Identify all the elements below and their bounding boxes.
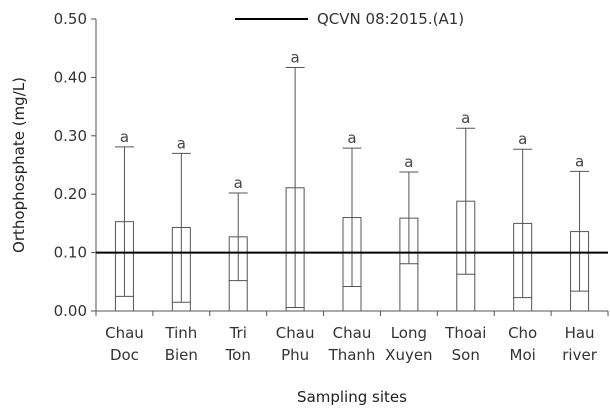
x-tick-label: Ton [225,346,251,364]
x-tick-label: Doc [110,346,139,364]
significance-letter: a [234,174,243,192]
x-tick-label: Bien [165,346,198,364]
significance-letter: a [177,134,186,152]
x-tick-label: Cho [508,324,537,342]
x-tick-label: river [562,346,597,364]
y-tick-label: 0.40 [54,68,87,86]
x-tick-label: Chau [105,324,144,342]
x-axis-title: Sampling sites [297,388,407,406]
significance-letter: a [120,128,129,146]
y-axis-title: Orthophosphate (mg/L) [10,77,28,253]
significance-letter: a [518,130,527,148]
y-tick-label: 0.00 [54,302,87,320]
x-tick-label: Tinh [164,324,197,342]
plot-area: 0.00 0.10 0.20 0.30 0.40 0.50 a Chau Doc a Tinh Bie… [54,10,609,364]
legend-label: QCVN 08:2015.(A1) [317,10,464,28]
x-tick-label: Moi [510,346,536,364]
significance-letter: a [461,109,470,127]
x-tick-label: Phu [281,346,309,364]
y-tick-label: 0.30 [54,127,87,145]
y-tick-label: 0.10 [54,244,87,262]
significance-letter: a [347,129,356,147]
x-tick-label: Son [452,346,480,364]
x-tick-label: Tri [229,324,247,342]
x-tick-label: Chau [333,324,372,342]
x-tick-label: Hau [565,324,595,342]
significance-letter: a [575,152,584,170]
x-tick-label: Chau [276,324,315,342]
x-tick-label: Xuyen [385,346,432,364]
x-tick-label: Thoai [444,324,486,342]
legend: QCVN 08:2015.(A1) [235,10,464,28]
y-tick-label: 0.50 [54,10,87,28]
x-tick-label: Thanh [328,346,376,364]
x-tick-label: Long [391,324,427,342]
y-tick-label: 0.20 [54,185,87,203]
significance-letter: a [291,48,300,66]
significance-letter: a [404,153,413,171]
